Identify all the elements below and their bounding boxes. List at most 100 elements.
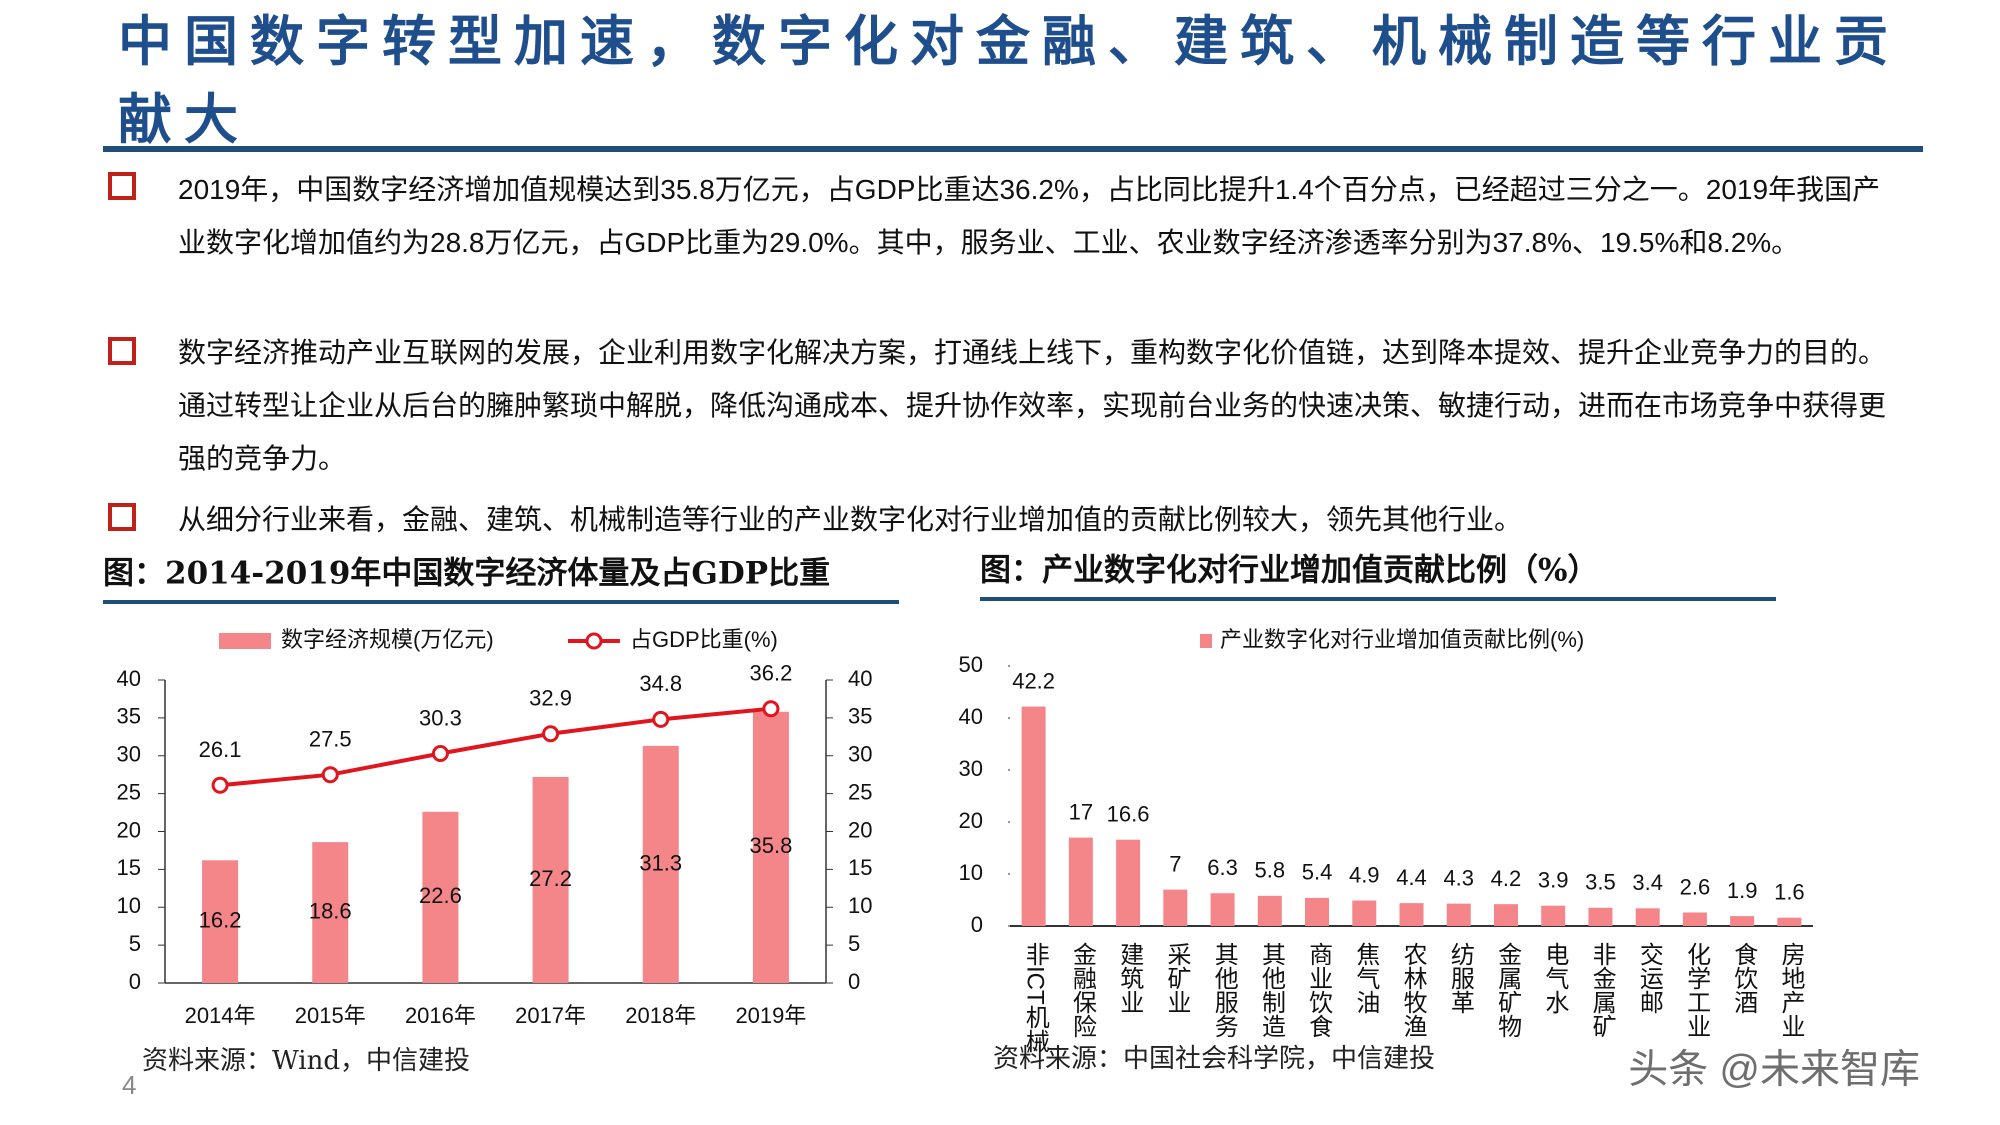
- page-number: 4: [122, 1070, 137, 1100]
- y2-tick-label: 5: [848, 931, 860, 956]
- x-tick-label: 建筑业: [1116, 942, 1144, 1014]
- x-tick-label: 商业饮食: [1305, 942, 1333, 1038]
- x-tick-label: 2016年: [405, 1003, 476, 1028]
- bar: [1116, 839, 1141, 926]
- x-tick-label: 纺服革: [1446, 942, 1474, 1014]
- x-tick-label: 食饮酒: [1730, 942, 1758, 1014]
- y2-tick-label: 0: [848, 969, 860, 994]
- source-note: 资料来源：Wind，中信建投: [142, 1046, 470, 1076]
- line-point: [321, 766, 339, 784]
- legend-swatch: [219, 633, 271, 649]
- bar: [1352, 900, 1377, 926]
- bar-value-label: 3.9: [1538, 868, 1569, 893]
- title-rule: [103, 146, 1923, 152]
- bar-value-label: 5.8: [1254, 858, 1285, 883]
- bar-value-label: 6.3: [1207, 855, 1238, 880]
- x-tick-label: 采矿业: [1163, 942, 1191, 1014]
- x-tick-label: 金融保险: [1069, 942, 1097, 1038]
- y2-tick-label: 10: [848, 893, 872, 918]
- bar-value-label: 3.4: [1632, 870, 1663, 895]
- bar-value-label: 4.4: [1396, 865, 1427, 890]
- x-tick-label: 非ICT机械: [1021, 942, 1049, 1053]
- x-tick-label: 其他服务: [1210, 942, 1238, 1038]
- bar-value-label: 16.6: [1107, 801, 1150, 826]
- legend-swatch: [1200, 634, 1212, 648]
- chart-title: 图：2014-2019年中国数字经济体量及占GDP比重: [103, 556, 830, 592]
- y-tick-label: 25: [117, 779, 141, 804]
- x-tick-label: 2015年: [295, 1003, 366, 1028]
- x-tick-label: 非金属矿: [1588, 942, 1616, 1038]
- bar: [1446, 903, 1471, 926]
- bullet-text: 数字经济推动产业互联网的发展，企业利用数字化解决方案，打通线上线下，重构数字化价…: [178, 337, 1887, 474]
- bar-value-label: 27.2: [529, 866, 572, 891]
- y-tick-label: 50: [959, 652, 983, 677]
- bullet-icon: [108, 503, 136, 531]
- bar-value-label: 22.6: [419, 883, 462, 908]
- line-value-label: 30.3: [419, 705, 462, 730]
- slide-title: 中国数字转型加速，数字化对金融、建筑、机械制造等行业贡献大: [118, 9, 1900, 151]
- bar-value-label: 2.6: [1680, 874, 1711, 899]
- bar: [312, 842, 349, 983]
- bar: [1588, 907, 1613, 926]
- y-tick-label: 30: [117, 742, 141, 767]
- line-value-label: 34.8: [639, 671, 682, 696]
- bar-value-label: 3.5: [1585, 870, 1616, 895]
- bullet-text: 2019年，中国数字经济增加值规模达到35.8万亿元，占GDP比重达36.2%，…: [178, 174, 1881, 258]
- bar: [752, 711, 789, 983]
- bullet-text: 从细分行业来看，金融、建筑、机械制造等行业的产业数字化对行业增加值的贡献比例较大…: [178, 504, 1523, 535]
- bar-value-label: 18.6: [309, 898, 352, 923]
- bar: [1493, 904, 1518, 926]
- bullet-icon: [108, 172, 136, 200]
- y2-tick-label: 25: [848, 779, 872, 804]
- chart-title: 图：产业数字化对行业增加值贡献比例（%）: [980, 553, 1598, 589]
- x-tick-label: 电气水: [1541, 942, 1569, 1014]
- y2-tick-label: 20: [848, 817, 872, 842]
- legend-label: 产业数字化对行业增加值贡献比例(%): [1220, 627, 1584, 652]
- line-point: [542, 725, 560, 743]
- bar: [1021, 706, 1046, 926]
- y-tick-label: 10: [117, 893, 141, 918]
- bar-value-label: 1.6: [1774, 879, 1805, 904]
- x-tick-label: 金属矿物: [1494, 942, 1522, 1038]
- y2-tick-label: 15: [848, 855, 872, 880]
- bar-value-label: 5.4: [1302, 860, 1333, 885]
- bar-value-label: 17: [1069, 799, 1093, 824]
- bar-value-label: 4.9: [1349, 862, 1380, 887]
- line-value-label: 32.9: [529, 686, 572, 711]
- source-note: 资料来源：中国社会科学院，中信建投: [993, 1044, 1435, 1074]
- bar: [532, 776, 569, 983]
- y-tick-label: 20: [959, 808, 983, 833]
- bar-value-label: 16.2: [199, 907, 242, 932]
- bar-value-label: 1.9: [1727, 878, 1758, 903]
- line-point: [211, 776, 229, 794]
- line-value-label: 27.5: [309, 727, 352, 752]
- y-tick-label: 0: [971, 912, 983, 937]
- x-tick-label: 2018年: [625, 1003, 696, 1028]
- y2-tick-label: 40: [848, 666, 872, 691]
- series-line: [219, 706, 772, 788]
- line-point: [762, 700, 780, 718]
- bar: [1682, 912, 1707, 926]
- legend-label: 占GDP比重(%): [630, 627, 778, 652]
- bar-value-label: 42.2: [1012, 668, 1055, 693]
- y-tick-label: 40: [117, 666, 141, 691]
- y-tick-label: 15: [117, 855, 141, 880]
- y-tick-label: 35: [117, 704, 141, 729]
- x-tick-label: 焦气油: [1352, 942, 1380, 1014]
- line-value-label: 26.1: [199, 737, 242, 762]
- y-tick-label: 40: [959, 704, 983, 729]
- bullet-icon: [108, 337, 136, 365]
- bar: [1635, 908, 1660, 926]
- x-tick-label: 房地产业: [1777, 942, 1805, 1038]
- bar: [1730, 916, 1755, 926]
- bar-value-label: 35.8: [750, 833, 793, 858]
- line-value-label: 36.2: [750, 661, 793, 686]
- bar: [642, 745, 679, 983]
- bar: [1305, 897, 1330, 926]
- bar: [1257, 895, 1282, 926]
- legend-label: 数字经济规模(万亿元): [281, 627, 494, 652]
- bar: [202, 860, 239, 983]
- bar: [1777, 917, 1802, 926]
